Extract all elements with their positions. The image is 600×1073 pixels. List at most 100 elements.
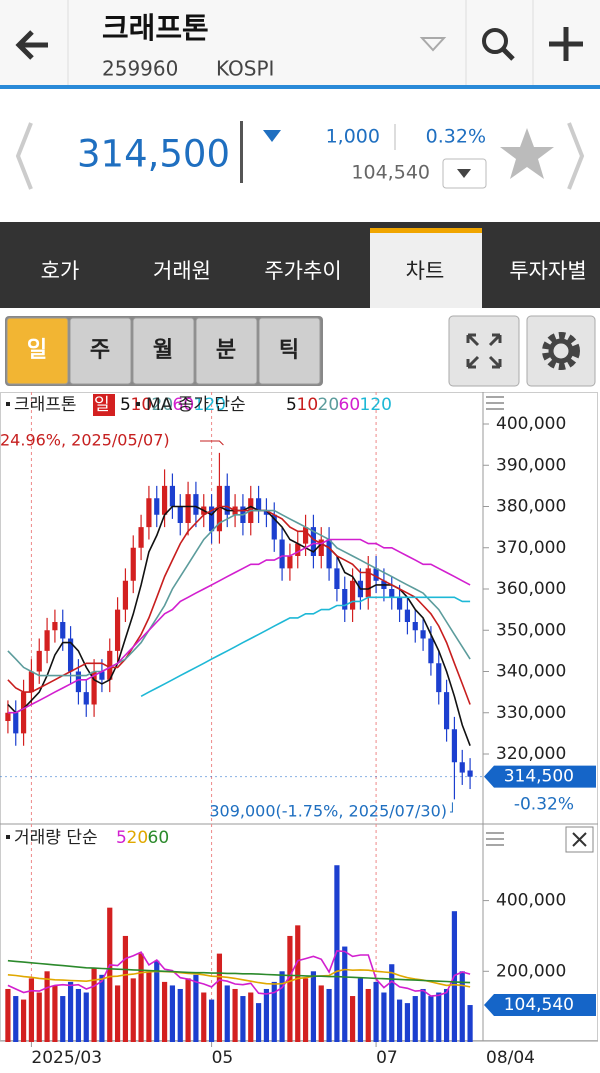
y-tick-label: 350,000 [496,620,566,640]
period-button[interactable] [195,317,258,385]
menu-icon[interactable] [486,396,504,410]
settings-button[interactable] [526,315,596,387]
candle-body [130,547,136,581]
volume-bar [443,988,450,1042]
candle-body [334,568,340,590]
candle-body [389,589,395,598]
last-volume-label-bg [484,994,596,1017]
candle-body [295,543,301,557]
last-volume-label: 104,540 [504,995,574,1015]
ma-line [7,505,471,705]
volume-bar [75,988,82,1042]
tab[interactable]: 거래원 [153,259,211,283]
period-label: 주 [90,338,110,363]
ma-line [7,509,471,677]
volume-bar [67,981,74,1042]
prev-stock[interactable] [15,122,33,190]
settings-icon [548,338,574,364]
annotation-arrow [450,802,453,813]
period-label: 틱 [279,338,299,363]
volume-bar [365,988,371,1042]
candle-body [20,692,27,734]
legend-series: 5 [120,395,131,415]
volume-bar [295,925,301,1042]
tab[interactable]: 주가추이 [264,259,341,283]
tab[interactable]: 투자자별 [509,259,586,283]
header-bg [0,0,600,85]
stock-code: 259960 [102,57,178,81]
add-button[interactable] [549,27,583,61]
candle-body [396,597,403,610]
candle-body [36,650,42,672]
volume-bar [154,960,160,1042]
candle-body [287,556,293,569]
legend-series: 120 [360,395,392,415]
volume-bar [161,981,168,1042]
volume-bar [91,967,97,1042]
volume-bar [255,1003,262,1042]
volume-bar [302,978,309,1042]
candle-body [271,514,277,540]
ma-line [7,538,471,714]
volume-bar [404,1003,411,1042]
y-tick-label: 360,000 [496,579,566,599]
period-button[interactable] [69,317,132,385]
candle-body [349,580,356,610]
volume-bar [342,946,348,1042]
y-tick-label: 370,000 [496,538,566,558]
dropdown[interactable] [419,37,447,52]
period-button[interactable] [132,317,195,385]
candle-body [107,650,113,680]
next-stock[interactable] [567,122,585,190]
volume-bar [177,988,183,1042]
ma-line [140,596,471,698]
volume-bar [381,992,387,1042]
tab[interactable]: 호가 [41,259,80,283]
legend-text: 크래프톤 [14,395,77,415]
volume: 104,540 [351,162,430,184]
volume-bar [467,1005,473,1042]
back-button[interactable] [15,30,48,60]
volume-bar [389,964,395,1042]
y-tick-label: 320,000 [496,744,566,764]
tab-bar [0,222,600,308]
x-tick-label: 2025/03 [31,1048,102,1068]
candle-body [318,539,324,557]
last-price-label-bg [484,765,596,788]
menu-icon[interactable] [486,832,504,846]
market: KOSPI [216,57,274,81]
volume-bar [20,999,27,1042]
change-pct: 0.32% [426,126,486,148]
tab-indicator [370,228,482,233]
legend-box [93,394,115,416]
candle-body [279,539,285,569]
legend-series: 120 [194,395,226,415]
period-button[interactable] [6,317,69,385]
volume-bar [138,953,144,1042]
search-button[interactable] [482,28,508,54]
volume-bar [13,996,19,1042]
candle-body [13,712,19,734]
candle-body [451,729,458,763]
candle-body [428,638,434,664]
last-price-label: 314,500 [504,767,574,787]
period-label: 분 [216,338,236,363]
tab[interactable]: 차트 [406,259,445,283]
volume-bar [318,985,324,1042]
favorite-star[interactable] [500,128,554,179]
volume-bar [287,935,293,1042]
volume-bar [52,985,58,1042]
volume-bar [130,978,136,1042]
fullscreen-button[interactable] [448,315,520,387]
legend-text: 일 [94,395,110,415]
period-button[interactable] [258,317,321,385]
volume-bar [459,971,465,1042]
candle-body [193,494,199,515]
y-tick-label: 390,000 [496,455,566,475]
candle-body [412,622,418,631]
volume-bar [428,996,434,1042]
candle-body [459,762,465,773]
legend-bullet [6,835,10,839]
